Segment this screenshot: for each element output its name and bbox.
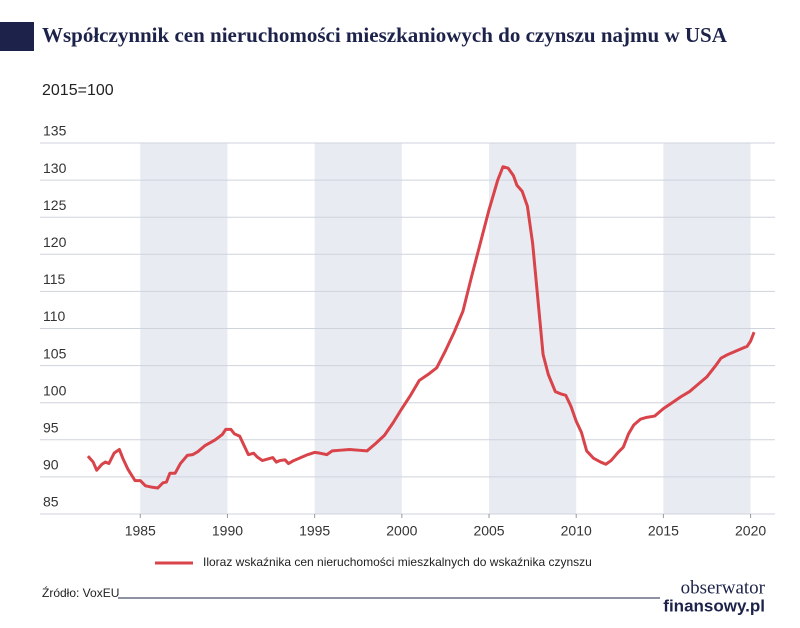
- legend-label: Iloraz wskaźnika cen nieruchomości miesz…: [203, 555, 592, 569]
- x-tick-label: 2020: [735, 523, 766, 539]
- title-marker: [0, 22, 34, 51]
- x-tick-label: 2000: [386, 523, 417, 539]
- x-tick-label: 2015: [648, 523, 679, 539]
- x-tick-label: 2010: [561, 523, 592, 539]
- y-tick-label: 95: [43, 420, 59, 436]
- x-tick-label: 2005: [473, 523, 504, 539]
- y-tick-label: 90: [43, 457, 59, 473]
- y-tick-label: 85: [43, 494, 59, 510]
- y-tick-label: 120: [43, 234, 67, 250]
- x-tick-label: 1985: [125, 523, 156, 539]
- y-tick-label: 110: [43, 308, 66, 324]
- x-tick-label: 1995: [299, 523, 330, 539]
- y-tick-label: 130: [43, 160, 67, 176]
- source: Źródło: VoxEU: [42, 585, 119, 600]
- x-tick-label: 1990: [212, 523, 243, 539]
- chart-title: Współczynnik cen nieruchomości mieszkani…: [42, 23, 728, 47]
- y-tick-label: 100: [43, 382, 67, 398]
- logo-line2: finansowy.pl: [663, 596, 765, 615]
- chart-subtitle: 2015=100: [42, 82, 114, 99]
- y-tick-label: 125: [43, 197, 67, 213]
- y-tick-label: 115: [43, 271, 66, 287]
- y-tick-label: 135: [43, 123, 67, 139]
- y-tick-label: 105: [43, 345, 67, 361]
- logo-line1: obserwator: [681, 577, 766, 598]
- data-line: [86, 165, 756, 490]
